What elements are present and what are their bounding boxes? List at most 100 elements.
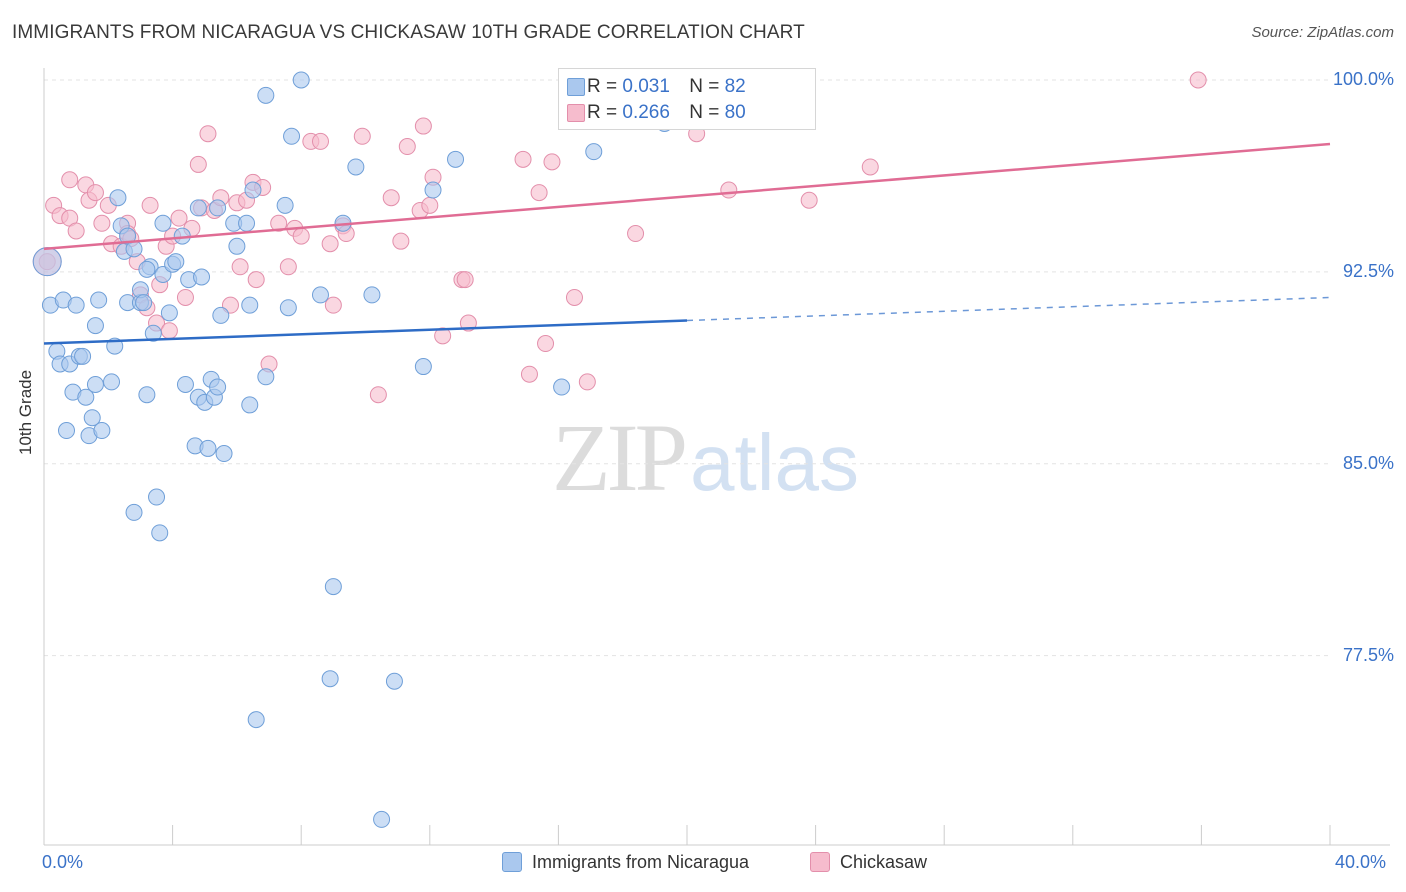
data-point xyxy=(151,524,169,542)
data-point xyxy=(276,196,294,214)
data-point xyxy=(578,373,596,391)
data-point xyxy=(520,365,538,383)
data-point xyxy=(392,232,410,250)
data-point xyxy=(138,260,156,278)
data-point xyxy=(58,422,76,440)
data-point xyxy=(86,184,104,202)
y-tick-label: 100.0% xyxy=(1332,69,1394,89)
data-point xyxy=(209,378,227,396)
data-point xyxy=(193,268,211,286)
data-point xyxy=(369,386,387,404)
data-point xyxy=(434,327,452,345)
legend-chickasaw-swatch xyxy=(810,852,830,872)
data-point xyxy=(93,214,111,232)
chickasaw-swatch xyxy=(567,104,585,122)
data-point xyxy=(311,132,329,150)
y-tick-label: 85.0% xyxy=(1342,452,1394,473)
legend-nicaragua-swatch xyxy=(502,852,522,872)
data-point xyxy=(141,196,159,214)
data-point xyxy=(800,191,818,209)
data-point xyxy=(414,358,432,376)
data-point xyxy=(199,125,217,143)
chart-title: IMMIGRANTS FROM NICARAGUA VS CHICKASAW 1… xyxy=(12,22,805,43)
nicaragua-trend-line xyxy=(43,319,688,345)
data-point xyxy=(353,127,371,145)
data-point xyxy=(189,199,207,217)
data-point xyxy=(447,150,465,168)
data-point xyxy=(414,117,432,135)
data-point xyxy=(382,189,400,207)
grid-lines xyxy=(44,79,1330,657)
data-point xyxy=(565,288,583,306)
stats-row-nicaragua: R = 0.031 N = 82 xyxy=(567,76,746,100)
stats-legend: R = 0.031 N = 82 R = 0.266 N = 80 xyxy=(558,68,816,130)
data-point xyxy=(74,347,92,365)
source-label: Source: ZipAtlas.com xyxy=(1251,24,1394,41)
nicaragua-points xyxy=(32,71,673,828)
data-point xyxy=(324,296,342,314)
data-point xyxy=(93,422,111,440)
data-point xyxy=(176,288,194,306)
data-point xyxy=(373,810,391,828)
data-point xyxy=(170,209,188,227)
data-point xyxy=(283,127,301,145)
n-value: 82 xyxy=(724,76,746,97)
data-point xyxy=(77,388,95,406)
data-point xyxy=(1189,71,1207,89)
data-point xyxy=(32,247,62,277)
data-point xyxy=(456,271,474,289)
data-point xyxy=(530,184,548,202)
data-point xyxy=(86,375,104,393)
data-point xyxy=(61,171,79,189)
legend-nicaragua-label: Immigrants from Nicaragua xyxy=(532,852,750,872)
data-point xyxy=(321,670,339,688)
data-point xyxy=(241,396,259,414)
data-point xyxy=(543,153,561,171)
r-value: 0.031 xyxy=(622,76,670,97)
data-point xyxy=(83,409,101,427)
chickasaw-trend-line xyxy=(43,142,1331,251)
data-point xyxy=(138,386,156,404)
data-point xyxy=(231,258,249,276)
data-point xyxy=(238,214,256,232)
data-point xyxy=(144,324,162,342)
data-point xyxy=(585,143,603,161)
data-point xyxy=(160,304,178,322)
data-point xyxy=(135,294,153,312)
stats-row-chickasaw: R = 0.266 N = 80 xyxy=(567,102,746,126)
r-label: R = xyxy=(587,76,618,97)
data-point xyxy=(241,296,259,314)
data-point xyxy=(398,138,416,156)
legend-item-chickasaw: Chickasaw xyxy=(810,852,927,873)
data-point xyxy=(176,375,194,393)
data-point xyxy=(215,445,233,463)
data-point xyxy=(279,299,297,317)
data-point xyxy=(627,225,645,243)
data-point xyxy=(553,378,571,396)
data-point xyxy=(160,322,178,340)
data-point xyxy=(199,439,217,457)
data-point xyxy=(363,286,381,304)
data-point xyxy=(154,214,172,232)
data-point xyxy=(424,181,442,199)
n-label: N = xyxy=(689,102,720,123)
data-point xyxy=(514,150,532,168)
nicaragua-swatch xyxy=(567,78,585,96)
data-point xyxy=(212,306,230,324)
data-point xyxy=(125,240,143,258)
data-point xyxy=(537,335,555,353)
data-point xyxy=(228,237,246,255)
data-point xyxy=(321,235,339,253)
data-point xyxy=(421,196,439,214)
data-point xyxy=(67,296,85,314)
data-point xyxy=(279,258,297,276)
data-point xyxy=(311,286,329,304)
data-point xyxy=(247,711,265,729)
y-tick-label: 92.5% xyxy=(1342,260,1394,281)
data-point xyxy=(244,181,262,199)
data-point xyxy=(167,253,185,271)
data-point xyxy=(324,578,342,596)
data-point xyxy=(385,672,403,690)
n-label: N = xyxy=(689,76,720,97)
y-tick-label: 77.5% xyxy=(1342,644,1394,665)
